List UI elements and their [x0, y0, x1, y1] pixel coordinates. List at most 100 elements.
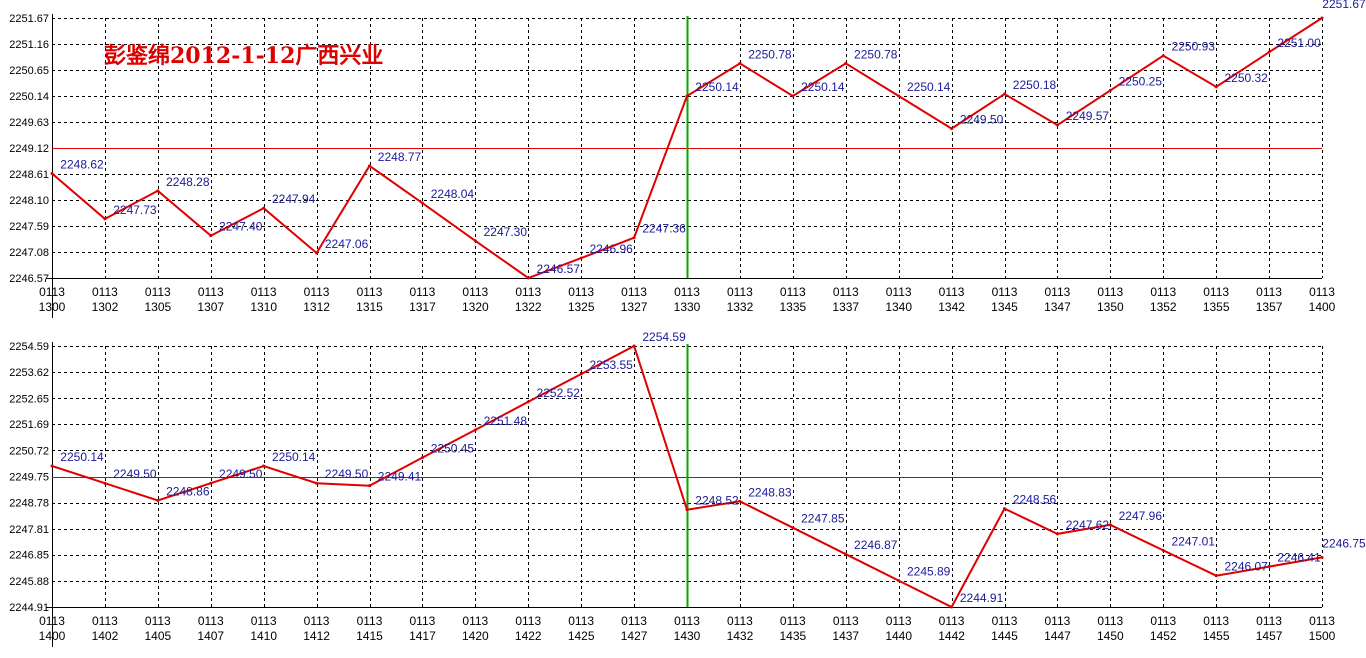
- x-tick-time-label: 1412: [303, 629, 330, 643]
- x-tick-time-label: 1330: [674, 300, 701, 314]
- x-tick-time-label: 1440: [885, 629, 912, 643]
- data-label: 2244.91: [960, 591, 1004, 605]
- x-tick-time-label: 1342: [938, 300, 965, 314]
- x-tick-time-label: 1332: [727, 300, 754, 314]
- x-tick-date-label: 0113: [251, 285, 277, 299]
- chart-title: 彭鉴绵2012-1-12广西兴业: [104, 43, 384, 69]
- data-point: [262, 206, 266, 210]
- data-label: 2254.59: [642, 330, 686, 344]
- data-label: 2248.28: [166, 175, 210, 189]
- x-tick-time-label: 1427: [621, 629, 648, 643]
- data-point: [156, 189, 160, 193]
- x-tick-date-label: 0113: [1309, 285, 1335, 299]
- x-tick-time-label: 1317: [409, 300, 436, 314]
- data-point: [738, 61, 742, 65]
- data-point: [420, 456, 424, 460]
- x-tick-date-label: 0113: [992, 614, 1018, 628]
- x-tick-date-label: 0113: [939, 614, 965, 628]
- data-label: 2248.86: [166, 484, 210, 498]
- x-tick-date-label: 0113: [92, 285, 118, 299]
- data-point: [1267, 565, 1271, 569]
- y-tick-label: 2251.67: [9, 13, 49, 25]
- data-point: [1003, 507, 1006, 511]
- y-tick-label: 2251.69: [9, 419, 49, 431]
- x-tick-date-label: 0113: [780, 614, 806, 628]
- y-tick-label: 2250.72: [9, 445, 49, 457]
- x-tick-date-label: 0113: [1203, 285, 1229, 299]
- x-tick-time-label: 1405: [144, 629, 171, 643]
- data-label: 2245.89: [907, 565, 951, 579]
- data-label: 2247.85: [801, 512, 845, 526]
- data-point: [1320, 555, 1324, 559]
- x-tick-time-label: 1325: [568, 300, 595, 314]
- x-tick-time-label: 1442: [938, 629, 965, 643]
- data-point: [1161, 54, 1165, 58]
- data-point: [1003, 92, 1006, 96]
- data-label: 2247.94: [272, 192, 316, 206]
- data-label: 2253.55: [589, 358, 633, 372]
- x-tick-time-label: 1407: [197, 629, 224, 643]
- data-label: 2250.14: [907, 80, 951, 94]
- x-tick-date-label: 0113: [304, 285, 330, 299]
- x-tick-date-label: 0113: [515, 285, 541, 299]
- y-tick-label: 2246.85: [9, 550, 49, 562]
- x-tick-date-label: 0113: [568, 285, 594, 299]
- x-tick-date-label: 0113: [357, 285, 383, 299]
- chart-panel-2: 0113140001131402011314050113140701131410…: [9, 330, 1366, 647]
- y-tick-label: 2246.57: [9, 273, 49, 285]
- data-label: 2249.50: [113, 467, 157, 481]
- x-tick-date-label: 0113: [1203, 614, 1229, 628]
- data-label: 2248.52: [695, 494, 739, 508]
- x-tick-date-label: 0113: [145, 285, 171, 299]
- x-tick-time-label: 1402: [92, 629, 119, 643]
- x-tick-date-label: 0113: [621, 614, 647, 628]
- data-label: 2247.36: [642, 222, 686, 236]
- y-tick-label: 2245.88: [9, 576, 49, 588]
- data-point: [685, 94, 689, 98]
- data-point: [368, 164, 371, 168]
- data-label: 2248.56: [1013, 493, 1057, 507]
- data-label: 2250.45: [431, 442, 475, 456]
- x-tick-date-label: 0113: [674, 285, 700, 299]
- x-tick-time-label: 1445: [991, 629, 1018, 643]
- x-tick-time-label: 1455: [1203, 629, 1230, 643]
- y-tick-label: 2249.12: [9, 143, 49, 155]
- x-tick-date-label: 0113: [92, 614, 118, 628]
- y-tick-label: 2250.65: [9, 65, 49, 77]
- x-tick-time-label: 1415: [356, 629, 383, 643]
- data-label: 2247.62: [1066, 518, 1110, 532]
- x-tick-time-label: 1307: [197, 300, 224, 314]
- x-tick-time-label: 1337: [832, 300, 859, 314]
- y-tick-label: 2247.81: [9, 524, 49, 536]
- x-tick-date-label: 0113: [674, 614, 700, 628]
- x-tick-date-label: 0113: [621, 285, 647, 299]
- x-tick-time-label: 1447: [1044, 629, 1071, 643]
- x-tick-time-label: 1305: [144, 300, 171, 314]
- data-label: 2248.77: [378, 150, 422, 164]
- data-label: 2247.73: [113, 203, 157, 217]
- x-tick-time-label: 1310: [250, 300, 277, 314]
- data-point: [844, 61, 848, 65]
- y-tick-label: 2252.65: [9, 393, 49, 405]
- data-label: 2248.83: [748, 485, 792, 499]
- x-tick-time-label: 1352: [1150, 300, 1177, 314]
- data-label: 2246.57: [537, 262, 581, 276]
- x-tick-date-label: 0113: [462, 285, 488, 299]
- x-tick-time-label: 1355: [1203, 300, 1230, 314]
- data-point: [315, 481, 319, 485]
- data-label: 2247.30: [484, 225, 528, 239]
- data-label: 2250.32: [1224, 71, 1268, 85]
- x-tick-time-label: 1417: [409, 629, 436, 643]
- data-point: [156, 498, 160, 502]
- x-tick-date-label: 0113: [1045, 285, 1071, 299]
- data-label: 2246.07: [1224, 560, 1268, 574]
- data-point: [632, 236, 636, 240]
- x-tick-time-label: 1500: [1309, 629, 1336, 643]
- data-label: 2251.48: [484, 414, 528, 428]
- data-label: 2250.25: [1119, 74, 1163, 88]
- x-tick-date-label: 0113: [833, 285, 859, 299]
- data-label: 2250.14: [60, 450, 104, 464]
- x-tick-date-label: 0113: [251, 614, 277, 628]
- x-tick-date-label: 0113: [727, 614, 753, 628]
